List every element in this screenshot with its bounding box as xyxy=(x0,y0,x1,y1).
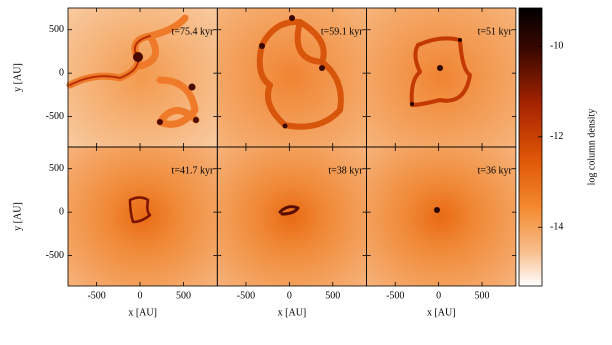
panel-label: t=36 kyr xyxy=(478,165,513,176)
x-tick-label: 0 xyxy=(138,290,143,301)
panel-images xyxy=(66,8,516,286)
y-tick-label: -500 xyxy=(46,250,64,261)
y-axis-label: y [AU] xyxy=(12,202,23,231)
x-tick-label: 500 xyxy=(325,290,340,301)
x-axis-label: x [AU] xyxy=(128,307,157,318)
panel-image xyxy=(217,147,366,286)
colorbar-label: log column density xyxy=(586,109,597,186)
x-tick-label: 500 xyxy=(176,290,191,301)
x-tick-label: 0 xyxy=(436,290,441,301)
colorbar-tick-label: -12 xyxy=(550,131,563,142)
y-axis-label: y [AU] xyxy=(12,63,23,92)
panel-image xyxy=(68,147,217,286)
y-tick-label: 500 xyxy=(49,24,64,35)
panel-label: t=75.4 kyr xyxy=(172,26,214,37)
x-tick-label: -500 xyxy=(386,290,404,301)
x-tick-label: 0 xyxy=(287,290,292,301)
panel-image xyxy=(366,147,516,286)
x-tick-label: -500 xyxy=(87,290,105,301)
x-tick-label: -500 xyxy=(237,290,255,301)
panel-label: t=51 kyr xyxy=(478,26,513,37)
panel-image xyxy=(366,8,516,147)
x-tick-label: 500 xyxy=(475,290,490,301)
panel-label: t=59.1 kyr xyxy=(321,26,363,37)
panel-label: t=38 kyr xyxy=(328,165,363,176)
y-tick-label: 500 xyxy=(49,163,64,174)
y-tick-label: -500 xyxy=(46,111,64,122)
colorbar-tick-label: -14 xyxy=(550,222,563,233)
y-tick-label: 0 xyxy=(59,206,64,217)
panel-label: t=41.7 kyr xyxy=(172,165,214,176)
y-tick-label: 0 xyxy=(59,67,64,78)
x-axis-label: x [AU] xyxy=(427,307,456,318)
panel-frame xyxy=(366,146,517,287)
filaments xyxy=(66,14,472,224)
x-axis-label: x [AU] xyxy=(278,307,307,318)
colorbar-tick-label: -10 xyxy=(550,41,563,52)
colorbar xyxy=(518,7,543,287)
